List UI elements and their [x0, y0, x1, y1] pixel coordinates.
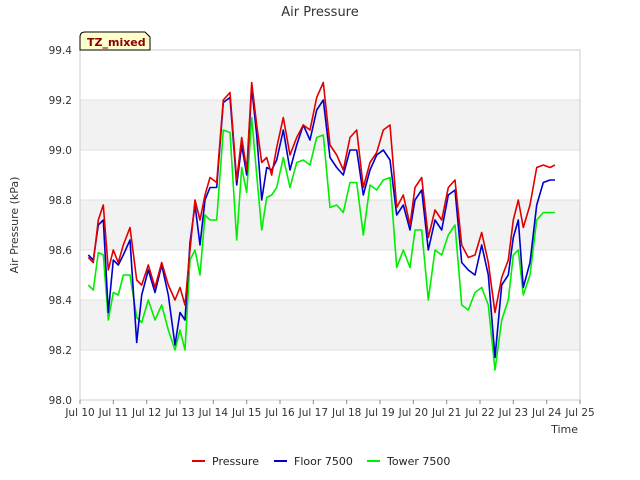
chart-title: Air Pressure: [281, 5, 359, 20]
timezone-badge: TZ_mixed: [79, 31, 151, 51]
y-tick-label: 98.2: [49, 345, 72, 357]
y-tick-label: 99.2: [49, 95, 72, 107]
x-tick-label: Jul 10: [64, 407, 94, 419]
x-tick-label: Jul 12: [131, 407, 161, 419]
x-tick-label: Jul 25: [564, 407, 594, 419]
y-tick-label: 98.0: [49, 395, 72, 407]
background-band: [80, 200, 580, 250]
y-axis-title: Air Pressure (kPa): [8, 177, 21, 274]
x-tick-label: Jul 15: [231, 407, 261, 419]
x-axis-title: Time: [550, 423, 578, 436]
legend-label: Floor 7500: [294, 455, 353, 468]
plot-area-frame: [79, 49, 581, 401]
y-axis-ticks: 98.0 98.2 98.4 98.6 98.8 99.0 99.2 99.4: [49, 45, 73, 407]
background-band: [80, 350, 580, 400]
x-tick-label: Jul 17: [298, 407, 328, 419]
series-line-pressure: [87, 81, 556, 314]
x-tick-label: Jul 19: [364, 407, 394, 419]
x-tick-label: Jul 20: [398, 407, 428, 419]
x-tick-label: Jul 11: [98, 407, 128, 419]
x-tick-label: Jul 22: [464, 407, 494, 419]
legend-label: Pressure: [212, 455, 259, 468]
legend: Pressure Floor 7500 Tower 7500: [192, 455, 450, 468]
y-tick-label: 98.4: [49, 295, 73, 307]
x-axis-ticks: Jul 10 Jul 11 Jul 12 Jul 13 Jul 14 Jul 15 Jul …: [64, 400, 595, 419]
y-tick-label: 98.8: [49, 195, 72, 207]
x-tick-label: Jul 16: [264, 407, 295, 419]
timezone-badge-label: TZ_mixed: [87, 36, 146, 49]
legend-label: Tower 7500: [386, 455, 450, 468]
x-tick-label: Jul 18: [331, 407, 361, 419]
x-tick-label: Jul 13: [164, 407, 194, 419]
x-tick-label: Jul 21: [431, 407, 461, 419]
series-lines: [87, 81, 556, 371]
x-tick-label: Jul 14: [198, 407, 229, 419]
y-tick-label: 98.6: [49, 245, 73, 257]
background-band: [80, 50, 580, 100]
plot-background-bands: [80, 50, 580, 400]
series-line-tower-7500: [87, 116, 555, 371]
y-tick-label: 99.4: [49, 45, 73, 57]
x-tick-label: Jul 24: [531, 407, 562, 419]
x-tick-label: Jul 23: [498, 407, 528, 419]
y-tick-label: 99.0: [49, 145, 72, 157]
